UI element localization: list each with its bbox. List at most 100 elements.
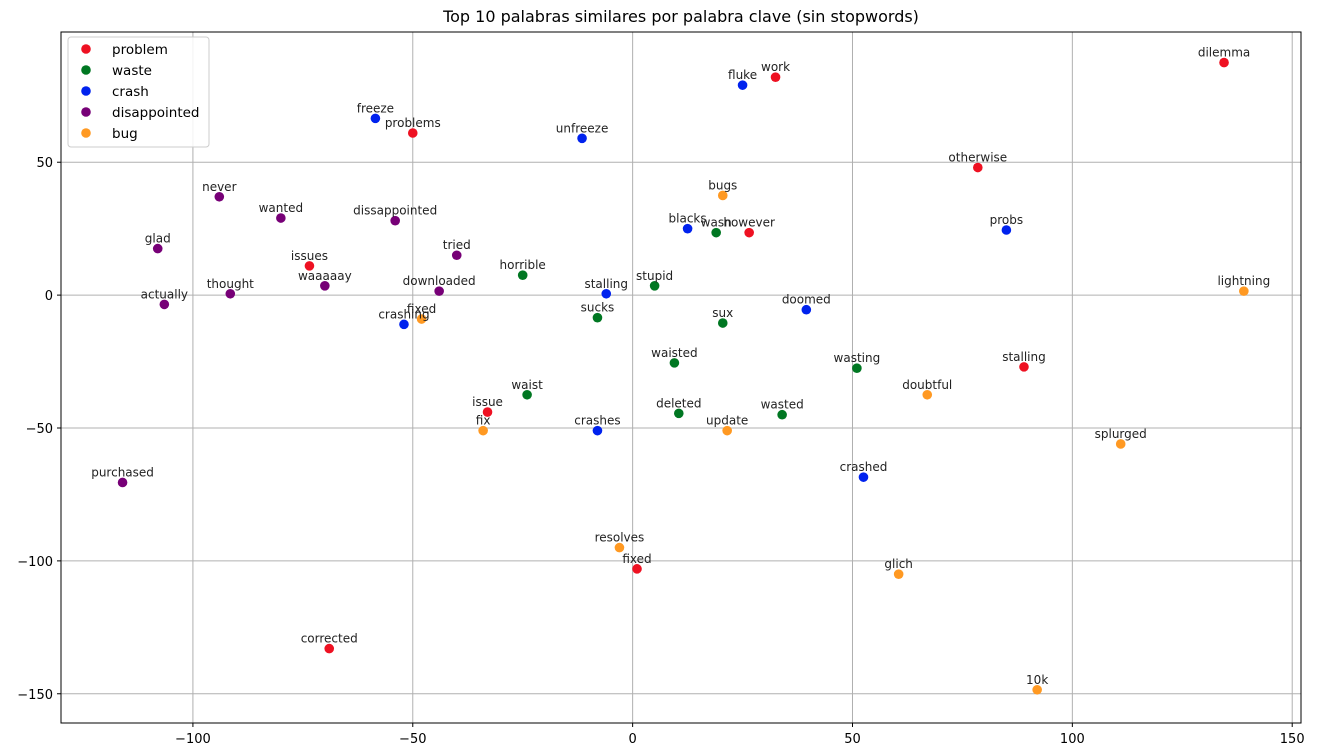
point-label: otherwise	[948, 151, 1007, 165]
data-point-disappointed	[152, 243, 163, 254]
point-label: dilemma	[1198, 46, 1250, 60]
chart-title: Top 10 palabras similares por palabra cl…	[442, 7, 919, 26]
data-point-bug	[717, 190, 728, 201]
data-point-bug	[1115, 439, 1126, 449]
data-point-disappointed	[276, 213, 286, 223]
point-label: dissappointed	[353, 204, 437, 218]
data-point-disappointed	[451, 250, 462, 261]
data-point-disappointed	[390, 215, 400, 226]
axis-ticks: −100 −50 0 50 100 150 −150 −100 −50 0 50	[17, 156, 1304, 747]
point-label: crashed	[840, 460, 888, 474]
data-point-problem	[770, 72, 781, 82]
legend-marker-waste	[81, 65, 91, 75]
point-label: tried	[443, 238, 471, 252]
point-label: glich	[884, 557, 913, 571]
point-label: update	[706, 414, 748, 428]
legend-marker-problem	[81, 44, 91, 54]
data-point-disappointed	[320, 281, 330, 291]
point-label: fluke	[728, 68, 757, 82]
data-point-problem	[1219, 57, 1229, 68]
data-point-problem	[973, 162, 983, 173]
point-label: issues	[291, 249, 328, 263]
point-label: wasn	[701, 216, 732, 230]
point-label: deleted	[656, 396, 701, 410]
point-label: actually	[141, 287, 188, 301]
point-label: crashes	[574, 414, 620, 428]
point-label: work	[761, 60, 790, 74]
data-point-waste	[592, 312, 603, 323]
data-point-bug	[478, 425, 488, 436]
data-point-waste	[649, 281, 660, 291]
data-point-disappointed	[225, 288, 236, 299]
data-point-waste	[517, 270, 528, 280]
data-point-bug	[1032, 684, 1042, 695]
x-tick-label: 0	[628, 732, 636, 747]
data-point-waste	[674, 408, 684, 419]
point-label: probs	[990, 213, 1024, 227]
legend-label: crash	[112, 84, 149, 100]
point-label: lightning	[1217, 274, 1270, 288]
data-point-problem	[482, 407, 493, 417]
data-point-crash	[370, 113, 381, 124]
point-label: wanted	[259, 201, 303, 215]
point-label: issue	[472, 395, 503, 409]
point-label: bugs	[708, 178, 737, 192]
point-label: crashing	[378, 307, 429, 321]
point-label: blacks	[669, 212, 707, 226]
x-tick-label: −50	[399, 732, 426, 747]
point-label: horrible	[500, 258, 546, 272]
y-tick-label: 0	[45, 289, 53, 304]
point-label: wasting	[834, 351, 881, 365]
data-point-problem	[632, 564, 642, 574]
point-label: 10k	[1026, 673, 1048, 687]
data-point-problem	[744, 227, 754, 238]
data-point-waste	[711, 227, 721, 238]
data-point-crash	[577, 133, 587, 144]
legend-label: bug	[112, 126, 138, 142]
legend-label: disappointed	[112, 105, 200, 121]
data-point-waste	[717, 318, 728, 328]
x-tick-label: −100	[175, 732, 211, 747]
point-label: waisted	[651, 346, 697, 360]
data-point-crash	[592, 425, 603, 436]
legend-label: waste	[112, 63, 152, 79]
point-label: waaaaay	[298, 269, 352, 283]
point-label: fixed	[622, 552, 651, 566]
data-point-waste	[669, 358, 680, 368]
point-label: stupid	[636, 269, 673, 283]
point-label: resolves	[595, 531, 645, 545]
point-label: fixed	[407, 302, 436, 316]
y-tick-label: −150	[17, 688, 53, 703]
legend-marker-bug	[81, 128, 91, 138]
legend: problem waste crash disappointed bug	[67, 36, 210, 148]
point-label: downloaded	[403, 274, 476, 288]
y-tick-label: −100	[17, 555, 53, 570]
y-tick-label: 50	[36, 156, 53, 171]
point-label: purchased	[91, 465, 154, 479]
point-label: wasted	[761, 398, 804, 412]
data-point-waste	[777, 409, 787, 420]
point-label: splurged	[1095, 427, 1147, 441]
legend-marker-crash	[81, 86, 91, 96]
point-label: stalling	[1002, 350, 1046, 364]
point-label: stalling	[584, 277, 628, 291]
x-tick-label: 100	[1060, 732, 1085, 747]
point-label: glad	[145, 232, 171, 246]
plot-frame	[60, 31, 1302, 724]
data-point-crash	[682, 223, 693, 234]
data-point-crash	[858, 472, 869, 482]
y-tick-label: −50	[26, 422, 53, 437]
point-label: problems	[385, 116, 441, 130]
legend-label: problem	[112, 42, 168, 58]
data-point-bug	[922, 389, 933, 400]
legend-box	[67, 36, 210, 148]
point-label: thought	[207, 277, 254, 291]
point-label: corrected	[301, 632, 358, 646]
point-label: never	[202, 180, 236, 194]
data-point-crash	[1001, 225, 1012, 235]
point-label: sucks	[581, 301, 615, 315]
point-label: sux	[712, 306, 733, 320]
x-tick-label: 50	[844, 732, 861, 747]
point-label: doomed	[782, 293, 831, 307]
